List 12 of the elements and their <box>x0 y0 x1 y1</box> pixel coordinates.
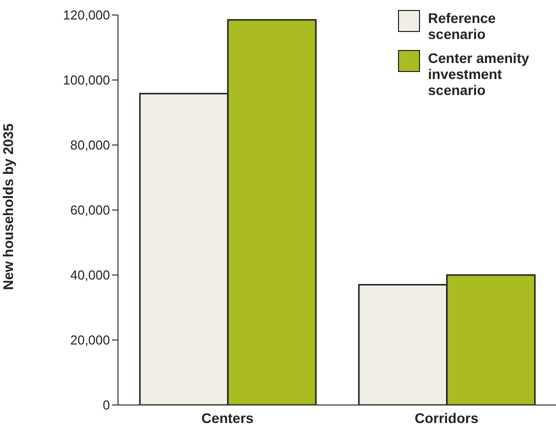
y-tick-label: 120,000 <box>63 8 110 23</box>
y-tick-label: 40,000 <box>70 268 110 283</box>
y-tick-label: 20,000 <box>70 332 110 348</box>
y-tick-label: 60,000 <box>70 202 110 218</box>
legend-label: Center amenity investment scenario <box>428 50 530 98</box>
x-tick-label: Corridors <box>414 410 479 426</box>
y-tick-label: 80,000 <box>70 138 110 153</box>
x-tick-label: Centers <box>201 410 254 426</box>
y-tick-label: 100,000 <box>63 72 110 88</box>
legend-label: Reference scenario <box>428 10 497 42</box>
y-axis-title: New households by 2035 <box>0 123 16 290</box>
y-tick-label: 0 <box>102 398 110 413</box>
